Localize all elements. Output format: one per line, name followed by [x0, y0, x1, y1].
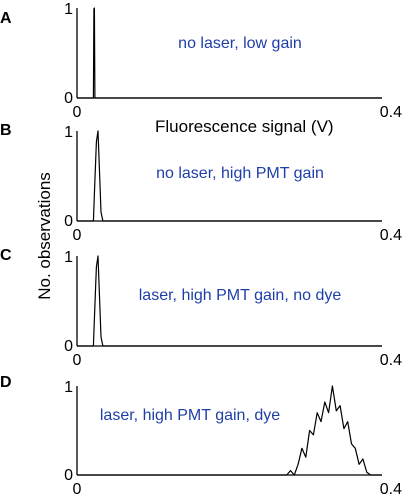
- panel-letter-c: C: [0, 247, 12, 264]
- x-tick-end-a: 0.4: [380, 104, 402, 121]
- histogram-trace-c: [77, 255, 382, 347]
- annotation-a: no laser, low gain: [178, 35, 302, 52]
- x-tick-start-d: 0: [73, 481, 82, 498]
- x-tick-end-b: 0.4: [380, 227, 402, 244]
- y-tick-bottom-d: 0: [64, 467, 73, 484]
- panel-c: C 1 00 0.4 laser, high PMT gain, no dye: [0, 247, 402, 369]
- x-tick-end-d: 0.4: [380, 481, 402, 498]
- panel-letter-d: D: [0, 374, 12, 391]
- x-tick-start-b: 0: [73, 227, 82, 244]
- histogram-trace-d: [77, 385, 382, 476]
- annotation-c: laser, high PMT gain, no dye: [139, 287, 342, 304]
- y-tick-top-d: 1: [64, 379, 73, 396]
- x-axis-title: Fluorescence signal (V): [155, 117, 334, 136]
- y-tick-top-a: 1: [64, 1, 73, 18]
- annotation-b: no laser, high PMT gain: [156, 165, 324, 182]
- histogram-trace-b: [77, 130, 382, 222]
- y-axis-title: No. observations: [35, 172, 54, 300]
- panel-b: B 1 00 0.4 no laser, high PMT gain: [0, 122, 402, 244]
- x-tick-end-c: 0.4: [380, 352, 402, 369]
- x-tick-start-c: 0: [73, 352, 82, 369]
- y-tick-top-c: 1: [64, 249, 73, 266]
- panel-letter-a: A: [0, 10, 12, 27]
- panel-d: D 1 00 0.4 laser, high PMT gain, dye: [0, 374, 402, 498]
- y-tick-bottom-a: 0: [64, 90, 73, 107]
- x-tick-start-a: 0: [73, 104, 82, 121]
- y-tick-bottom-b: 0: [64, 213, 73, 230]
- histogram-trace-a: [77, 7, 382, 99]
- y-tick-bottom-c: 0: [64, 338, 73, 355]
- annotation-d: laser, high PMT gain, dye: [100, 407, 280, 424]
- panel-letter-b: B: [0, 122, 12, 139]
- panel-a: A 1 00 0.4 no laser, low gain: [0, 1, 402, 121]
- y-tick-top-b: 1: [64, 124, 73, 141]
